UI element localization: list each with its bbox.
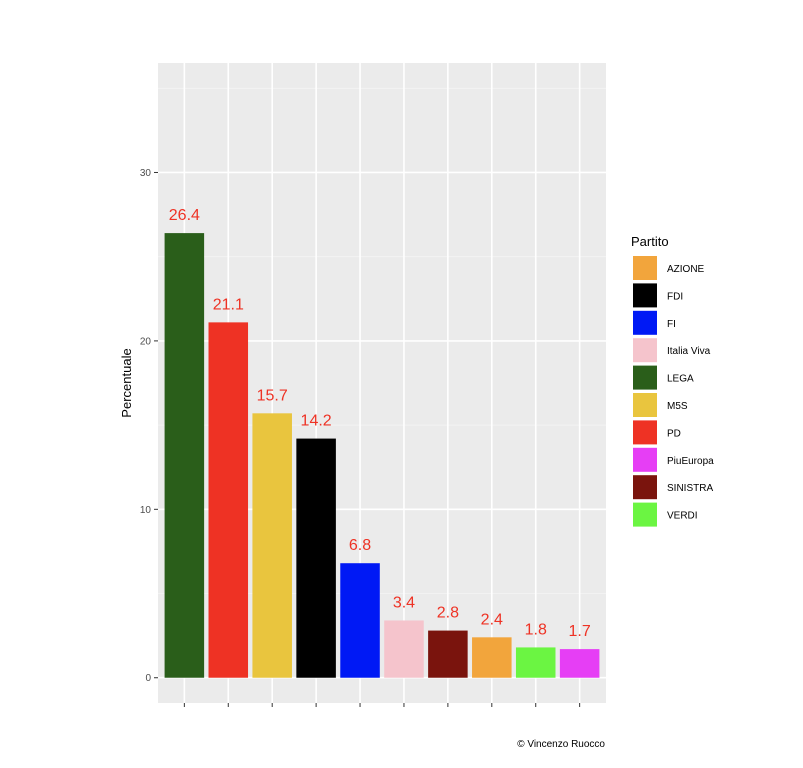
data-label: 1.8 bbox=[525, 621, 547, 638]
legend-swatch bbox=[633, 447, 657, 472]
legend-label: SINISTRA bbox=[667, 483, 713, 494]
legend-swatch bbox=[633, 283, 657, 308]
legend-label: FDI bbox=[667, 291, 683, 302]
bar-lega bbox=[164, 233, 205, 678]
legend-swatch bbox=[633, 256, 657, 280]
legend-label: M5S bbox=[667, 401, 688, 412]
data-label: 14.2 bbox=[301, 413, 332, 430]
legend: Partito AZIONE FDI FI Italia Viva LEGA M5S PD P… bbox=[631, 234, 714, 527]
data-label: 26.4 bbox=[169, 207, 200, 224]
bar-m5s bbox=[252, 413, 292, 678]
legend-label: PD bbox=[667, 428, 681, 439]
legend-label: AZIONE bbox=[667, 264, 705, 275]
legend-swatch bbox=[633, 393, 657, 417]
data-label: 3.4 bbox=[393, 594, 415, 611]
legend-label: FI bbox=[667, 319, 676, 330]
caption: © Vincenzo Ruocco bbox=[517, 739, 605, 750]
bars-group bbox=[164, 233, 600, 678]
legend-swatch bbox=[633, 420, 657, 445]
y-tick-label: 10 bbox=[140, 505, 152, 516]
legend-swatch bbox=[633, 338, 657, 363]
legend-label: LEGA bbox=[667, 374, 694, 385]
y-tick-label: 0 bbox=[145, 673, 151, 684]
y-axis: 0 10 20 30 bbox=[140, 168, 158, 684]
x-axis bbox=[183, 703, 581, 707]
bar-pd bbox=[208, 322, 249, 678]
bar-italia-viva bbox=[384, 620, 424, 678]
data-label: 2.8 bbox=[437, 605, 459, 622]
y-tick-label: 30 bbox=[140, 168, 152, 179]
legend-label: PiuEuropa bbox=[667, 456, 714, 467]
bar-piueuropa bbox=[559, 649, 600, 678]
bar-verdi bbox=[515, 647, 556, 678]
data-label: 1.7 bbox=[569, 623, 591, 640]
legend-swatch bbox=[633, 502, 657, 527]
data-label: 21.1 bbox=[213, 296, 244, 313]
data-label: 2.4 bbox=[481, 611, 503, 628]
data-label: 15.7 bbox=[257, 387, 288, 404]
legend-swatch bbox=[633, 475, 657, 500]
data-label: 6.8 bbox=[349, 537, 371, 554]
legend-label: VERDI bbox=[667, 511, 698, 522]
legend-label: Italia Viva bbox=[667, 346, 711, 357]
bar-fdi bbox=[296, 438, 336, 678]
data-labels-group: 26.4 21.1 15.7 14.2 6.8 3.4 2.8 2.4 1.8 1.7 bbox=[169, 207, 591, 640]
bar-azione bbox=[472, 637, 512, 678]
legend-title: Partito bbox=[631, 234, 669, 249]
y-tick-label: 20 bbox=[140, 336, 152, 347]
bar-sinistra bbox=[428, 630, 468, 678]
y-axis-label: Percentuale bbox=[119, 348, 134, 417]
legend-swatch bbox=[633, 365, 657, 390]
legend-swatch bbox=[633, 310, 657, 335]
bar-fi bbox=[340, 563, 380, 678]
